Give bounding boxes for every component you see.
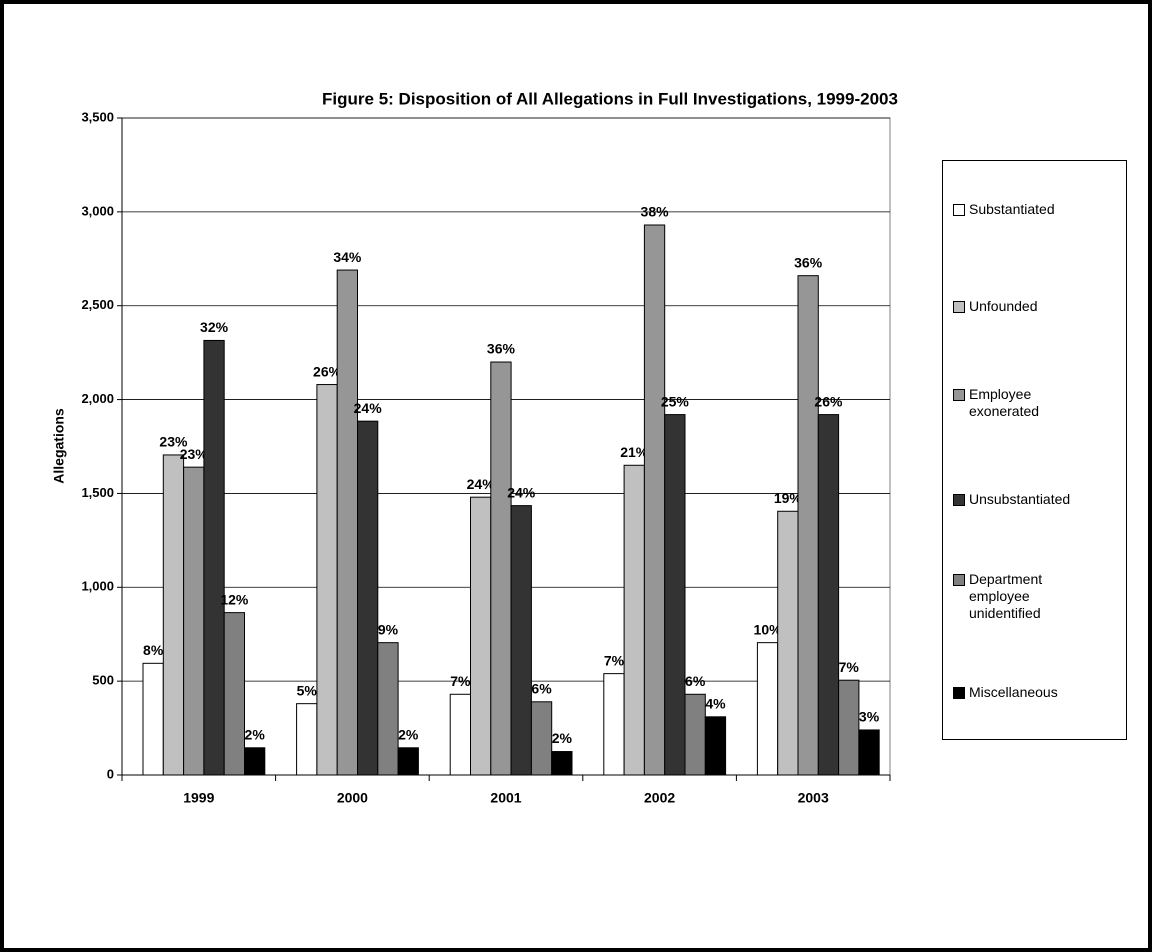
- legend-item: Department employee unidentified: [953, 571, 1087, 622]
- bar: [817, 414, 840, 776]
- value-label: 36%: [487, 341, 516, 357]
- bar: [296, 703, 318, 776]
- x-tick-label: 2002: [644, 790, 675, 806]
- chart-title: Figure 5: Disposition of All Allegations…: [322, 89, 898, 108]
- legend-item: Unsubstantiated: [953, 491, 1087, 508]
- value-label: 10%: [754, 621, 783, 637]
- value-label: 12%: [220, 591, 249, 607]
- bar: [603, 673, 625, 776]
- value-label: 8%: [143, 642, 164, 658]
- value-label: 2%: [398, 726, 419, 742]
- bar: [551, 751, 573, 776]
- y-tick-label: 1,000: [81, 579, 114, 594]
- value-label: 26%: [814, 393, 843, 409]
- bar: [142, 662, 164, 776]
- bar: [470, 496, 492, 776]
- bar: [377, 642, 399, 776]
- bar: [643, 224, 666, 776]
- bar: [316, 384, 338, 776]
- bar: [777, 510, 799, 776]
- bar: [162, 454, 185, 776]
- bar: [684, 693, 706, 776]
- legend-swatch: [953, 203, 965, 216]
- value-label: 9%: [378, 621, 399, 637]
- bar: [664, 414, 686, 776]
- bar: [244, 747, 266, 776]
- y-tick-label: 0: [107, 766, 114, 781]
- value-label: 25%: [661, 393, 690, 409]
- bar: [357, 420, 379, 776]
- legend-swatch: [953, 493, 965, 506]
- value-label: 6%: [531, 680, 552, 696]
- value-label: 6%: [685, 673, 706, 689]
- y-tick-label: 2,500: [81, 297, 114, 312]
- value-label: 5%: [297, 682, 318, 698]
- x-tick-label: 2001: [490, 790, 521, 806]
- value-label: 21%: [620, 444, 649, 460]
- bar: [490, 361, 512, 776]
- y-tick-label: 2,000: [81, 391, 114, 406]
- legend-item: Substantiated: [953, 201, 1087, 218]
- legend-label: Substantiated: [969, 200, 1055, 217]
- value-label: 4%: [705, 696, 726, 712]
- y-tick-label: 3,500: [81, 109, 114, 124]
- value-label: 36%: [794, 254, 823, 270]
- bar: [336, 269, 359, 776]
- x-tick-label: 1999: [183, 790, 214, 806]
- legend-item: Employee exonerated: [953, 386, 1087, 420]
- legend-label: Unfounded: [969, 297, 1038, 314]
- y-axis-label: Allegations: [51, 408, 67, 484]
- legend-item: Unfounded: [953, 298, 1087, 315]
- bar: [510, 505, 532, 776]
- bar: [183, 466, 205, 776]
- value-label: 34%: [333, 249, 362, 265]
- y-tick-label: 1,500: [81, 485, 114, 500]
- bar: [530, 701, 553, 776]
- legend-label: Employee exonerated: [969, 385, 1040, 419]
- value-label: 38%: [641, 204, 670, 220]
- value-label: 2%: [552, 730, 573, 746]
- bar: [704, 716, 727, 776]
- bar: [756, 642, 779, 776]
- value-label: 26%: [313, 363, 342, 379]
- y-tick-label: 500: [92, 673, 114, 688]
- bar: [858, 729, 880, 776]
- bar: [797, 275, 819, 776]
- value-label: 19%: [774, 490, 803, 506]
- bar: [223, 612, 245, 776]
- x-tick-label: 2000: [337, 790, 368, 806]
- bar: [449, 693, 472, 776]
- value-label: 3%: [859, 709, 880, 725]
- legend-swatch: [953, 687, 965, 700]
- bar: [203, 339, 225, 776]
- legend-item: Miscellaneous: [953, 684, 1087, 701]
- legend-swatch: [953, 573, 965, 586]
- value-label: 7%: [450, 673, 471, 689]
- legend-label: Department employee unidentified: [969, 570, 1043, 621]
- bar: [623, 464, 645, 776]
- value-label: 23%: [180, 446, 209, 462]
- legend-swatch: [953, 388, 965, 401]
- bar: [397, 747, 419, 776]
- x-tick-label: 2003: [798, 790, 829, 806]
- value-label: 23%: [159, 434, 188, 450]
- value-label: 24%: [507, 484, 536, 500]
- y-tick-label: 3,000: [81, 203, 114, 218]
- legend-label: Unsubstantiated: [969, 490, 1071, 507]
- value-label: 32%: [200, 319, 229, 335]
- legend: Substantiated Unfounded Employee exonerate…: [942, 160, 1127, 740]
- legend-label: Miscellaneous: [969, 684, 1058, 701]
- value-label: 24%: [467, 476, 496, 492]
- bar: [838, 679, 860, 776]
- value-label: 7%: [604, 652, 625, 668]
- value-label: 2%: [245, 726, 266, 742]
- legend-swatch: [953, 300, 965, 313]
- value-label: 24%: [354, 400, 383, 416]
- value-label: 7%: [839, 659, 860, 675]
